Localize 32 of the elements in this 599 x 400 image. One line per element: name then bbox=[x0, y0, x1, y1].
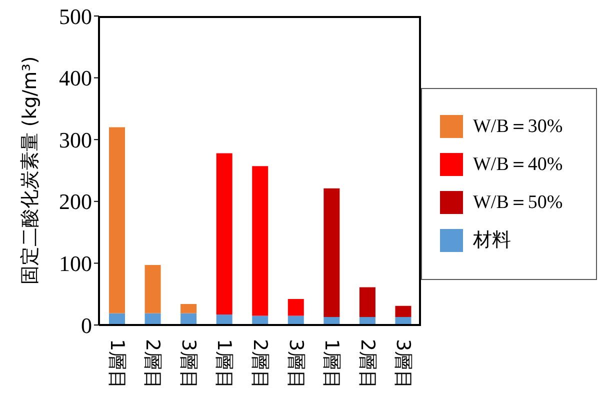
bar bbox=[180, 304, 197, 314]
bar bbox=[359, 287, 376, 317]
y-tick-label: 0 bbox=[81, 312, 92, 338]
x-tick-label: 1層目 bbox=[213, 339, 236, 390]
bar bbox=[252, 166, 268, 316]
x-tick-label: 1層目 bbox=[106, 339, 128, 390]
bar bbox=[252, 316, 268, 325]
x-tick-label: 3層目 bbox=[392, 339, 414, 390]
bar bbox=[288, 299, 304, 316]
legend-label: W/B＝40% bbox=[473, 153, 563, 177]
bar bbox=[395, 306, 412, 317]
x-tick-label: 2層目 bbox=[249, 339, 271, 390]
legend-label: W/B＝30% bbox=[473, 115, 563, 139]
bar bbox=[216, 314, 232, 325]
y-tick-label: 100 bbox=[59, 251, 92, 276]
bar bbox=[216, 153, 232, 314]
bar bbox=[109, 127, 125, 314]
x-tick-label: 3層目 bbox=[284, 339, 307, 390]
y-tick-label: 400 bbox=[59, 66, 92, 91]
bar bbox=[324, 188, 340, 317]
bar bbox=[144, 265, 161, 314]
legend-label: 材料 bbox=[473, 229, 511, 253]
x-tick-label: 2層目 bbox=[356, 339, 378, 390]
x-tick-label: 3層目 bbox=[177, 339, 200, 390]
y-tick-label: 300 bbox=[59, 127, 92, 152]
bar bbox=[288, 316, 304, 325]
legend-label: W/B＝50% bbox=[473, 191, 563, 215]
y-tick-label: 200 bbox=[59, 189, 92, 214]
y-tick-label: 500 bbox=[59, 4, 92, 29]
y-axis-title: 固定二酸化炭素量 (kg/m³) bbox=[19, 56, 41, 285]
x-tick-label: 1層目 bbox=[320, 339, 343, 390]
x-tick-label: 2層目 bbox=[142, 339, 164, 390]
